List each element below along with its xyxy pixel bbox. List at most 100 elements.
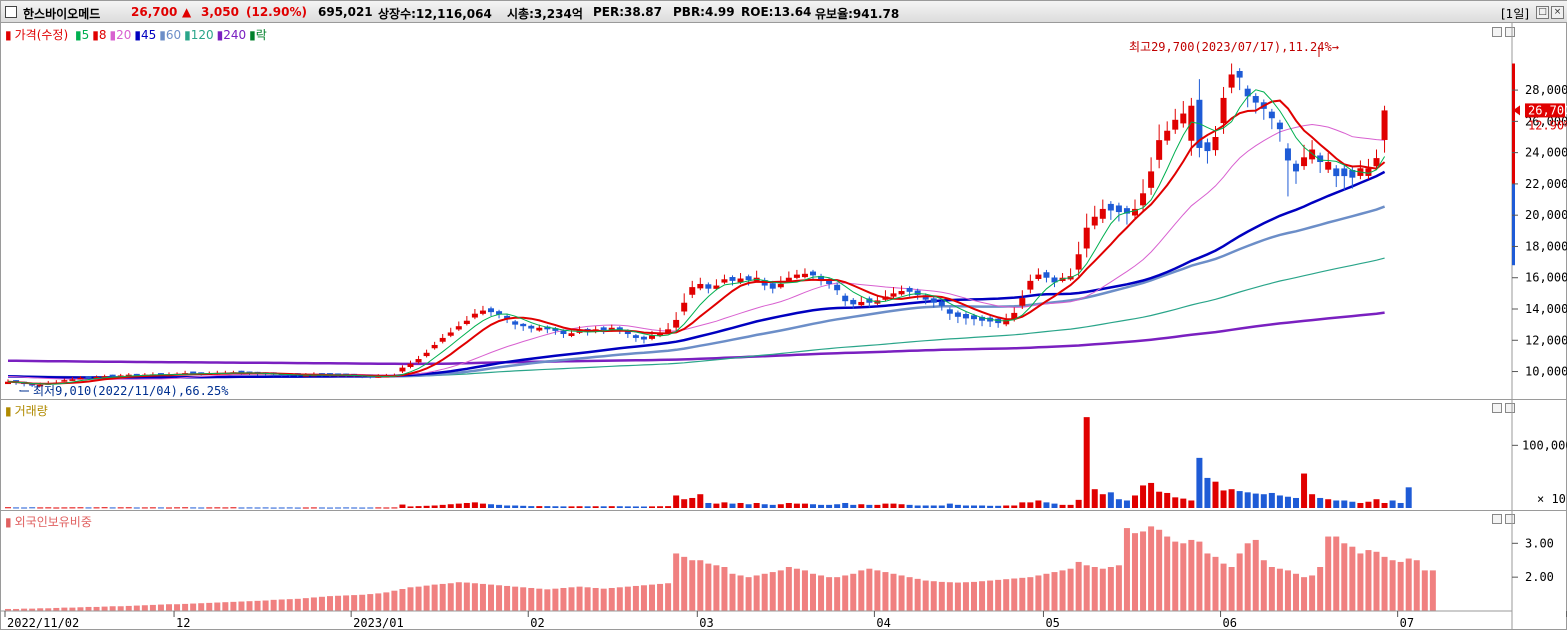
foreign-close-button[interactable]	[1505, 514, 1515, 524]
volume-bar	[1140, 485, 1147, 508]
foreign-bar	[1341, 543, 1348, 611]
candle-body	[1075, 254, 1082, 270]
foreign-bar	[1188, 539, 1195, 611]
legend-ma-0: ▮5	[74, 28, 90, 42]
candle-body	[1228, 74, 1235, 88]
volume-bar	[1027, 502, 1034, 508]
foreign-minimize-button[interactable]	[1492, 514, 1502, 524]
candle-body	[1341, 168, 1348, 177]
volume-bar	[101, 507, 108, 509]
y-tick-label: 18,000	[1525, 239, 1567, 253]
volume-legend: ▮ 거래량	[5, 402, 51, 419]
period-selector[interactable]: [1일]	[1501, 7, 1530, 21]
foreign-bar	[359, 594, 366, 611]
current-rate-label: 12.90%	[1528, 118, 1567, 132]
foreign-bar	[1349, 546, 1356, 611]
foreign-bar	[190, 603, 197, 611]
volume-bar	[1075, 499, 1082, 508]
foreign-bar	[1244, 543, 1251, 611]
foreign-bar	[850, 573, 857, 611]
volume-bar	[657, 506, 664, 508]
candle-body	[61, 380, 68, 382]
candle-body	[69, 379, 76, 381]
candle-body	[922, 295, 929, 300]
volume-bar	[1067, 504, 1074, 508]
foreign-bar	[1325, 536, 1332, 611]
volume-bar	[198, 507, 205, 509]
foreign-bar	[230, 601, 237, 611]
volume-marker: ▮	[5, 404, 12, 418]
volume-bar	[270, 507, 277, 509]
volume-bar	[568, 506, 575, 508]
volume-bar	[962, 505, 969, 508]
y-tick-label: 24,000	[1525, 146, 1567, 160]
candle-body	[439, 337, 446, 342]
volume-bar	[45, 507, 52, 509]
foreign-bar	[1236, 553, 1243, 611]
price-panel: ▮ 가격(수정) ▮5 ▮8 ▮20 ▮45 ▮60 ▮120 ▮240 ▮락 10,000 12…	[1, 23, 1567, 399]
candle-body	[818, 275, 825, 281]
foreign-bar	[906, 577, 913, 611]
foreign-bar	[246, 601, 253, 611]
volume-minimize-button[interactable]	[1492, 403, 1502, 413]
candle-body	[1035, 274, 1042, 279]
volume-close-button[interactable]	[1505, 403, 1515, 413]
volume-bar	[1003, 505, 1010, 508]
candle-body	[463, 320, 470, 325]
foreign-bar	[681, 556, 688, 611]
foreign-bar	[391, 590, 398, 611]
foreign-bar	[1043, 573, 1050, 611]
foreign-bar	[1309, 575, 1316, 611]
legend-price-label: 가격(수정)	[14, 28, 69, 42]
foreign-bar	[866, 568, 873, 611]
foreign-bar	[584, 587, 591, 611]
volume-bar	[632, 506, 639, 508]
panel-divider-2[interactable]	[1, 510, 1567, 511]
volume-bar	[455, 503, 462, 508]
foreign-bar	[608, 587, 615, 611]
panel-minimize-button[interactable]	[1492, 27, 1502, 37]
panel-divider[interactable]	[1, 399, 1567, 400]
close-button[interactable]: ×	[1551, 6, 1564, 19]
volume-bar	[649, 506, 655, 508]
foreign-bar	[343, 595, 350, 611]
maximize-button[interactable]: □	[1536, 6, 1549, 19]
candle-body	[632, 335, 639, 338]
select-checkbox[interactable]	[5, 6, 17, 18]
foreign-bar	[13, 608, 20, 611]
foreign-bar	[286, 599, 293, 611]
x-tick-label: 07	[1400, 616, 1414, 630]
volume-bar	[705, 502, 712, 508]
volume-bar	[278, 507, 285, 509]
volume-bar	[673, 495, 680, 508]
foreign-bar	[1140, 531, 1147, 611]
volume-bar	[834, 504, 841, 508]
candle-body	[649, 335, 655, 339]
volume-bar	[1333, 500, 1340, 508]
volume-bar	[294, 507, 301, 509]
foreign-bar	[818, 575, 825, 611]
volume-bar	[954, 504, 961, 508]
volume-bar	[793, 503, 800, 508]
volume-bar	[423, 505, 430, 508]
candle-body	[858, 301, 865, 306]
low-annotation: 최저9,010(2022/11/04),66.25%	[33, 384, 229, 398]
candle-body	[665, 329, 672, 333]
candle-body	[1180, 113, 1187, 124]
x-tick-label: 05	[1045, 616, 1059, 630]
foreign-bar	[1027, 577, 1034, 611]
candle-body	[616, 327, 623, 331]
candle-body	[1244, 88, 1251, 97]
candle-body	[447, 332, 454, 336]
foreign-bar	[1293, 573, 1299, 611]
foreign-bar	[157, 604, 164, 611]
foreign-bar	[979, 581, 986, 611]
volume-bar	[1172, 497, 1179, 508]
volume-bar	[1293, 497, 1299, 508]
foreign-bar	[254, 600, 261, 611]
x-tick-label: 2022/11/02	[7, 616, 79, 630]
volume-bar	[882, 503, 889, 508]
volume-bar	[1268, 492, 1275, 508]
panel-close-button[interactable]	[1505, 27, 1515, 37]
volume-bar	[1188, 500, 1195, 508]
